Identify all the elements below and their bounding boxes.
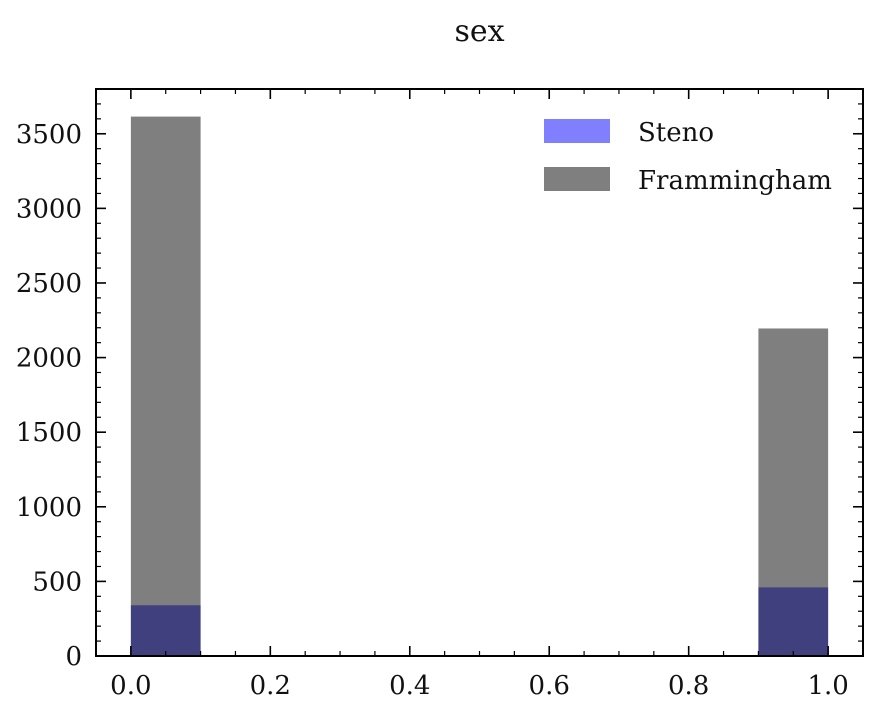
bar-frammingham-1 [758,328,829,656]
y-tick-label: 1000 [16,493,82,523]
x-tick-label: 0.8 [668,671,709,701]
x-tick-label: 0.2 [250,671,291,701]
y-tick-label: 3000 [16,194,82,224]
y-tick-label: 3500 [16,120,82,150]
x-tick-label: 0.6 [529,671,570,701]
legend: Steno Frammingham [544,118,832,196]
y-tick-label: 2500 [16,269,82,299]
y-tick-label: 500 [32,567,82,597]
chart-title: sex [454,14,504,49]
legend-label-frammingham: Frammingham [638,166,832,196]
x-tick-label: 0.0 [110,671,151,701]
y-tick-label: 1500 [16,418,82,448]
legend-label-steno: Steno [638,118,714,148]
axes-layer: 0.0 0.2 0.4 0.6 0.8 1.0 0 500 1000 1500 2000 2500 30… [16,88,864,701]
bars-layer [130,116,829,657]
y-tick-label: 0 [65,642,82,672]
legend-swatch-steno [544,119,610,143]
legend-swatch-frammingham [544,167,610,191]
x-tick-label: 0.4 [389,671,430,701]
x-tick-label: 1.0 [807,671,848,701]
bar-frammingham-0 [130,116,201,657]
y-tick-label: 2000 [16,344,82,374]
